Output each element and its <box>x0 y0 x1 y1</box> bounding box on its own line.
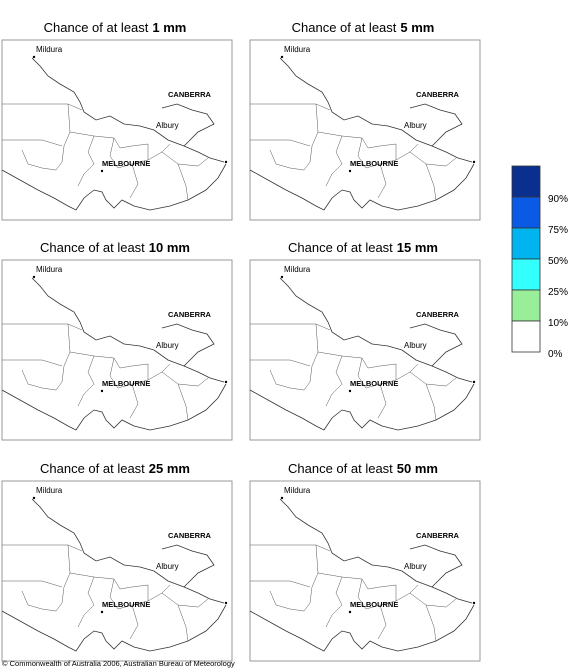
place-label: CANBERRA <box>416 90 460 99</box>
place-label: Albury <box>404 341 427 350</box>
place-label: MELBOURNE <box>350 379 398 388</box>
legend-swatch <box>511 227 541 260</box>
map-panel: Mildura CANBERRA Albury MELBOURNE <box>1 480 233 662</box>
maps: Chance of at least 1 mmMilduraCANBERRAAlb… <box>1 20 481 662</box>
panel-title: Chance of at least 25 mm <box>40 461 190 476</box>
legend: 90% 75% 50% 25% 10% 0% <box>511 165 568 360</box>
title-prefix: Chance of at least <box>40 240 145 255</box>
title-prefix: Chance of at least <box>292 20 397 35</box>
place-label: Mildura <box>284 486 311 495</box>
panel-title: Chance of at least 1 mm <box>44 20 187 35</box>
panel-title: Chance of at least 10 mm <box>40 240 190 255</box>
title-threshold: 10 mm <box>149 240 190 255</box>
place-label: CANBERRA <box>168 310 212 319</box>
panel-title: Chance of at least 5 mm <box>292 20 435 35</box>
map-panel: Mildura CANBERRA Albury MELBOURNE <box>249 480 481 662</box>
place-label: Albury <box>404 121 427 130</box>
legend-label: 50% <box>548 256 568 267</box>
copyright: © Commonwealth of Australia 2006, Austra… <box>2 659 235 668</box>
title-threshold: 25 mm <box>149 461 190 476</box>
title-threshold: 5 mm <box>400 20 434 35</box>
panel-title: Chance of at least 50 mm <box>288 461 438 476</box>
legend-swatch <box>511 258 541 291</box>
legend-swatch <box>511 320 541 353</box>
legend-swatch <box>511 289 541 322</box>
place-label: MELBOURNE <box>350 600 398 609</box>
map-panel: Mildura CANBERRA Albury MELBOURNE <box>249 259 481 441</box>
place-label: MELBOURNE <box>102 379 150 388</box>
place-label: Mildura <box>36 486 63 495</box>
place-label: Albury <box>156 121 179 130</box>
place-label: CANBERRA <box>168 90 212 99</box>
legend-label: 10% <box>548 318 568 329</box>
title-threshold: 1 mm <box>152 20 186 35</box>
title-prefix: Chance of at least <box>288 240 393 255</box>
legend-swatch <box>511 165 541 198</box>
legend-label: 25% <box>548 287 568 298</box>
place-label: MELBOURNE <box>102 159 150 168</box>
map-panel: Mildura CANBERRA Albury MELBOURNE <box>1 259 233 441</box>
legend-swatch <box>511 196 541 229</box>
place-label: Albury <box>404 562 427 571</box>
place-label: Mildura <box>284 45 311 54</box>
place-label: MELBOURNE <box>102 600 150 609</box>
place-label: Mildura <box>284 265 311 274</box>
place-label: CANBERRA <box>416 310 460 319</box>
title-prefix: Chance of at least <box>44 20 149 35</box>
map-panel: Mildura CANBERRA Albury MELBOURNE <box>1 39 233 221</box>
place-label: Mildura <box>36 265 63 274</box>
map-panel: Mildura CANBERRA Albury MELBOURNE <box>249 39 481 221</box>
title-threshold: 50 mm <box>397 461 438 476</box>
title-prefix: Chance of at least <box>288 461 393 476</box>
legend-label: 0% <box>548 349 563 360</box>
place-label: CANBERRA <box>416 531 460 540</box>
place-label: Mildura <box>36 45 63 54</box>
place-label: MELBOURNE <box>350 159 398 168</box>
legend-label: 90% <box>548 194 568 205</box>
title-threshold: 15 mm <box>397 240 438 255</box>
title-prefix: Chance of at least <box>40 461 145 476</box>
panel-title: Chance of at least 15 mm <box>288 240 438 255</box>
place-label: Albury <box>156 562 179 571</box>
place-label: CANBERRA <box>168 531 212 540</box>
legend-label: 75% <box>548 225 568 236</box>
place-label: Albury <box>156 341 179 350</box>
